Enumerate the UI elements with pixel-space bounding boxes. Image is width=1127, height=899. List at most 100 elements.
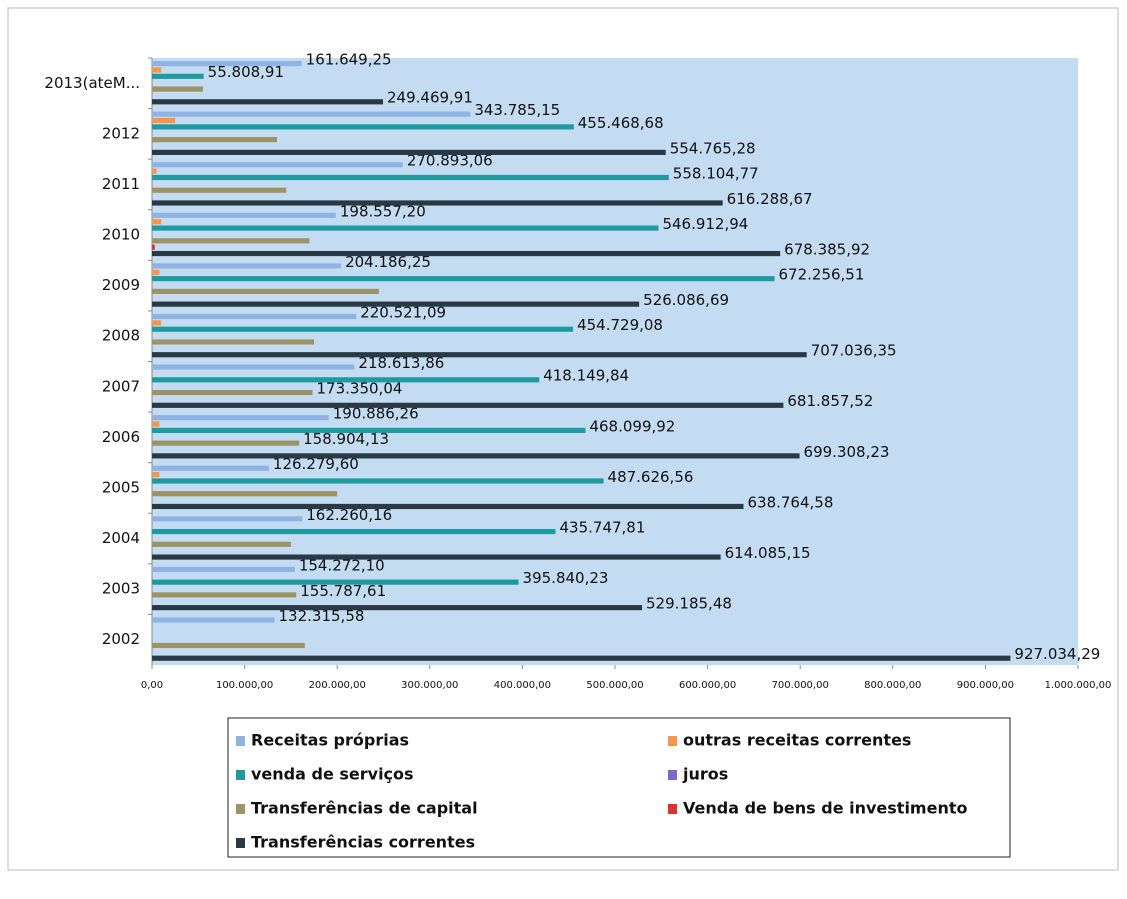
bar: [152, 269, 160, 275]
bar: [152, 67, 162, 73]
bar: [152, 491, 338, 497]
legend-swatch: [236, 736, 245, 746]
bar: [152, 579, 519, 585]
bar: [152, 326, 574, 332]
data-label: 220.521,09: [360, 303, 446, 321]
y-tick-label: 2010: [102, 226, 140, 244]
bar: [152, 288, 379, 294]
data-label: 161.649,25: [306, 51, 392, 69]
x-tick-label: 1.000.000,00: [1045, 680, 1112, 691]
legend-swatch: [236, 804, 245, 814]
bar: [152, 617, 275, 623]
legend-swatch: [668, 770, 677, 780]
y-tick-label: 2009: [102, 276, 140, 294]
y-tick-label: 2013(ateM...: [44, 74, 140, 92]
bar: [152, 168, 157, 174]
data-label: 616.288,67: [727, 190, 813, 208]
data-label: 678.385,92: [784, 240, 870, 258]
data-label: 395.840,23: [523, 569, 609, 587]
data-label: 249.469,91: [387, 89, 473, 107]
bar: [152, 528, 556, 535]
data-label: 270.893,06: [407, 152, 493, 170]
data-label: 158.904,13: [303, 430, 389, 448]
bar: [152, 124, 574, 130]
data-label: 198.557,20: [340, 202, 426, 220]
bar: [152, 301, 640, 307]
data-label: 927.034,29: [1014, 645, 1100, 663]
legend-label: outras receitas correntes: [683, 731, 911, 750]
bar: [152, 174, 669, 181]
bar: [152, 137, 278, 143]
bar: [152, 642, 305, 649]
legend-swatch: [668, 736, 677, 746]
data-label: 554.765,28: [670, 139, 756, 157]
x-tick-label: 900.000,00: [957, 680, 1014, 691]
bar: [152, 86, 203, 92]
x-tick-label: 500.000,00: [586, 680, 643, 691]
data-label: 154.272,10: [299, 556, 385, 574]
x-tick-label: 800.000,00: [864, 680, 921, 691]
bar: [152, 421, 160, 427]
bar: [152, 244, 155, 250]
bar: [152, 162, 403, 168]
y-tick-label: 2011: [102, 175, 140, 193]
bar: [152, 605, 643, 611]
bar: [152, 516, 303, 522]
data-label: 204.186,25: [345, 253, 431, 271]
y-tick-label: 2002: [102, 630, 140, 648]
legend-box: [227, 717, 1011, 858]
data-label: 162.260,16: [306, 506, 392, 524]
x-tick-label: 300.000,00: [401, 680, 458, 691]
bar: [152, 200, 723, 206]
bar: [152, 117, 176, 124]
legend-label: juros: [682, 765, 728, 784]
bar: [152, 389, 313, 396]
bar: [152, 313, 357, 320]
legend-label: Transferências correntes: [251, 833, 475, 852]
y-tick-label: 2004: [102, 529, 140, 547]
data-label: 707.036,35: [811, 342, 897, 360]
bar: [152, 554, 721, 560]
data-label: 672.256,51: [779, 266, 865, 284]
y-tick-label: 2008: [102, 327, 140, 345]
x-tick-label: 200.000,00: [309, 680, 366, 691]
bar: [152, 566, 295, 573]
bar: [152, 472, 160, 478]
bar: [152, 73, 204, 79]
bar: [152, 212, 336, 218]
data-label: 126.279,60: [273, 455, 359, 473]
data-label: 487.626,56: [608, 468, 694, 486]
bar: [152, 503, 744, 510]
bar: [152, 149, 666, 155]
x-tick-label: 700.000,00: [772, 680, 829, 691]
bar: [152, 219, 162, 225]
data-label: 418.149,84: [543, 367, 629, 385]
bar: [152, 364, 355, 370]
x-tick-label: 0,00: [141, 680, 163, 691]
data-label: 435.747,81: [560, 518, 646, 536]
x-tick-label: 600.000,00: [679, 680, 736, 691]
data-label: 546.912,94: [662, 215, 748, 233]
data-label: 681.857,52: [787, 392, 873, 410]
data-label: 218.613,86: [358, 354, 444, 372]
legend-swatch: [236, 770, 245, 780]
bar: [152, 276, 775, 282]
bar: [152, 263, 342, 269]
legend-label: Venda de bens de investimento: [683, 799, 967, 818]
data-label: 455.468,68: [578, 114, 664, 132]
data-label: 526.086,69: [643, 291, 729, 309]
y-tick-label: 2006: [102, 428, 140, 446]
bar: [152, 465, 269, 471]
bar: [152, 225, 659, 231]
bar: [152, 61, 302, 67]
data-label: 55.808,91: [208, 63, 284, 81]
data-label: 699.308,23: [804, 443, 890, 461]
bar: [152, 440, 300, 446]
bar: [152, 592, 297, 598]
bar: [152, 655, 1011, 661]
legend-label: venda de serviços: [251, 765, 414, 784]
data-label: 155.787,61: [300, 582, 386, 600]
bar: [152, 377, 540, 383]
data-label: 454.729,08: [577, 316, 663, 334]
data-label: 343.785,15: [474, 101, 560, 119]
